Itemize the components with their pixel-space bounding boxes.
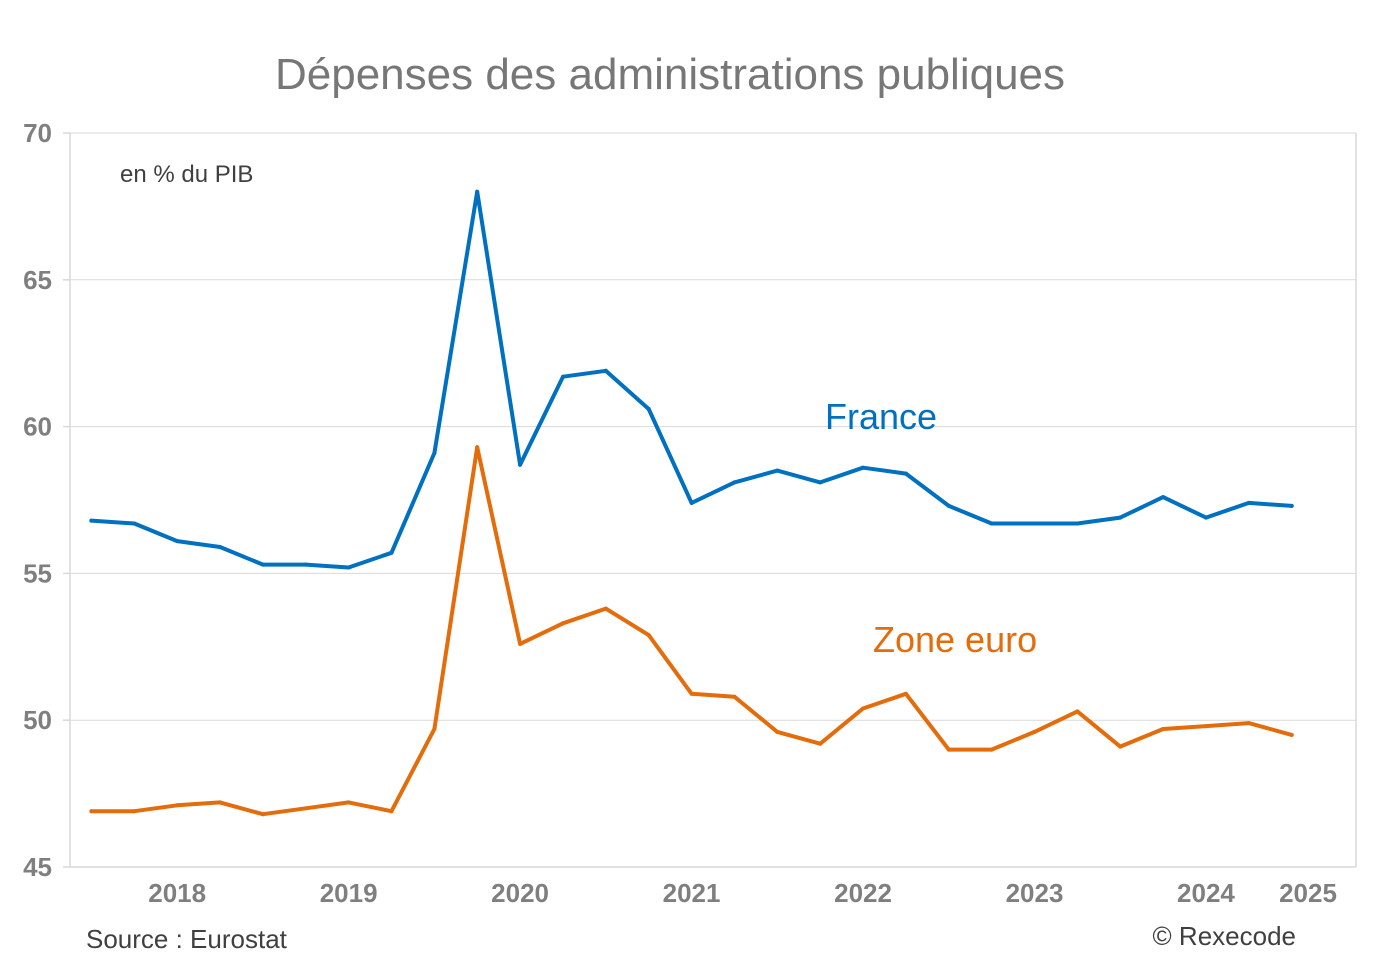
x-tick-label: 2024 [1177, 878, 1235, 908]
data-point-zone-euro [1204, 724, 1208, 729]
data-point-france [561, 374, 565, 379]
data-point-france [989, 521, 994, 526]
unit-note: en % du PIB [120, 161, 253, 188]
data-point-zone-euro [946, 747, 951, 752]
data-point-zone-euro [646, 633, 651, 638]
data-point-zone-euro [732, 694, 737, 699]
y-tick-label: 45 [23, 852, 52, 882]
data-point-zone-euro [475, 445, 480, 450]
data-point-france [1246, 500, 1251, 505]
x-tick-label: 2023 [1006, 878, 1064, 908]
data-point-france [260, 562, 265, 567]
data-point-france [1289, 503, 1294, 508]
data-point-zone-euro [1161, 727, 1166, 731]
data-point-france [732, 480, 737, 485]
data-point-zone-euro [260, 812, 265, 817]
data-point-france [1161, 495, 1166, 500]
axes [69, 133, 1357, 868]
x-tick-label: 2021 [663, 878, 721, 908]
data-point-france [475, 189, 480, 194]
data-point-zone-euro [603, 606, 608, 611]
x-tick-label: 2025 [1279, 878, 1337, 908]
data-point-france [903, 471, 908, 476]
data-point-zone-euro [1289, 732, 1294, 737]
data-point-france [646, 407, 651, 411]
data-point-zone-euro [1032, 729, 1037, 734]
data-point-france [389, 550, 394, 555]
data-point-zone-euro [861, 706, 865, 711]
y-tick-label: 60 [23, 412, 52, 442]
credit-note: © Rexecode [1153, 921, 1296, 951]
y-tick-label: 50 [23, 705, 52, 735]
x-tick-label: 2022 [834, 878, 892, 908]
data-point-zone-euro [1075, 709, 1080, 714]
data-point-france [518, 462, 523, 467]
source-note: Source : Eurostat [86, 924, 288, 954]
x-tick-label: 2020 [491, 878, 549, 908]
data-point-france [689, 500, 694, 505]
chart-title: Dépenses des administrations publiques [275, 50, 1065, 99]
data-point-france [303, 562, 308, 567]
series-label-france: France [825, 396, 937, 437]
y-tick-label: 70 [23, 118, 52, 148]
data-point-france [432, 451, 437, 455]
data-point-zone-euro [175, 803, 180, 808]
gridlines [70, 132, 1356, 721]
data-point-zone-euro [218, 800, 222, 805]
data-point-zone-euro [346, 800, 351, 805]
data-point-france [1204, 515, 1208, 520]
data-point-zone-euro [518, 641, 523, 646]
data-point-zone-euro [561, 621, 565, 626]
data-point-zone-euro [432, 727, 437, 731]
series-label-zone-euro: Zone euro [873, 619, 1037, 660]
series-line-france [89, 189, 1294, 570]
data-point-france [1032, 521, 1037, 526]
y-tick-label: 55 [23, 558, 52, 588]
data-point-zone-euro [989, 747, 994, 752]
data-point-zone-euro [903, 691, 908, 696]
x-axis-ticks: 2018 2019 2020 2021 2022 2023 2024 2025 [148, 878, 1337, 908]
data-point-zone-euro [1118, 744, 1123, 749]
data-point-france [346, 565, 351, 570]
x-tick-label: 2018 [148, 878, 206, 908]
data-point-zone-euro [303, 806, 308, 811]
data-point-france [1075, 521, 1080, 526]
x-tick-label: 2019 [320, 878, 378, 908]
data-point-france [175, 539, 180, 544]
data-point-france [818, 480, 823, 485]
data-point-france [89, 518, 94, 523]
data-point-zone-euro [818, 741, 823, 746]
data-point-france [775, 468, 780, 473]
y-axis-ticks: 45 50 55 60 65 70 [23, 118, 70, 882]
data-point-zone-euro [1246, 721, 1251, 726]
data-point-france [946, 503, 951, 508]
y-tick-label: 65 [23, 265, 52, 295]
data-point-zone-euro [89, 809, 94, 814]
data-point-zone-euro [389, 809, 394, 814]
data-point-france [132, 521, 137, 526]
data-point-france [861, 465, 865, 470]
data-point-france [218, 545, 222, 549]
data-point-france [603, 368, 608, 373]
series-lines [89, 189, 1294, 817]
data-point-zone-euro [132, 809, 137, 814]
data-point-france [1118, 515, 1123, 520]
data-point-zone-euro [775, 729, 780, 734]
data-point-zone-euro [689, 691, 694, 696]
